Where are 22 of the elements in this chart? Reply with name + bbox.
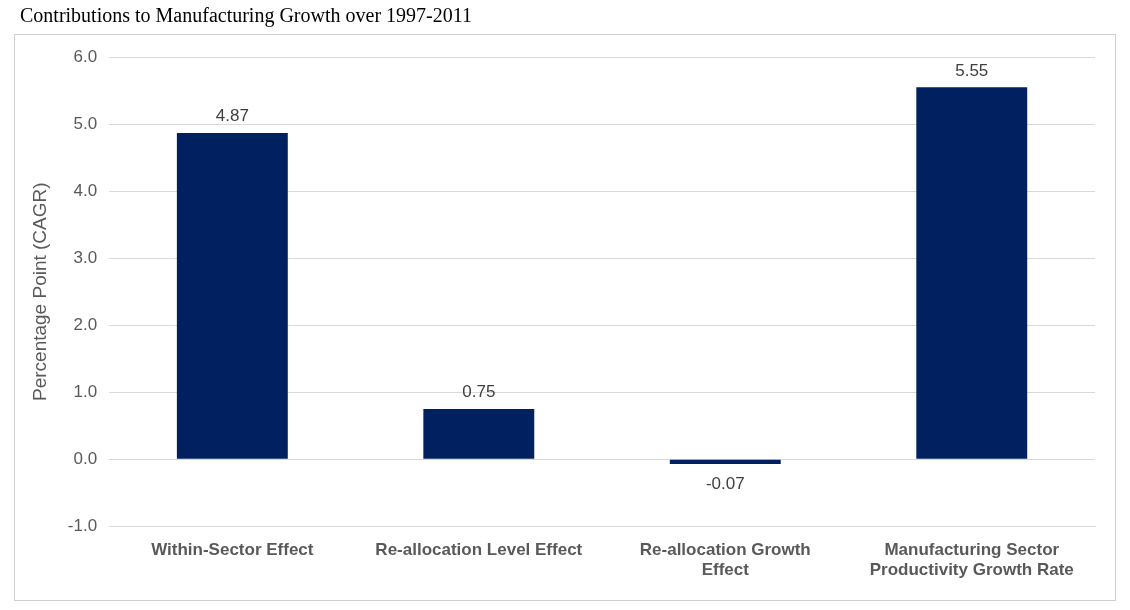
y-tick-label: 6.0 [73,46,98,66]
x-tick-label: Re-allocation Level Effect [375,540,583,560]
bar [916,87,1028,459]
y-tick-label: 0.0 [73,448,98,468]
data-label: 0.75 [462,382,496,402]
data-label: -0.07 [705,474,745,494]
x-tick-label: Within-Sector Effect [151,540,314,560]
y-axis-title: Percentage Point (CAGR) [28,182,50,401]
data-label: 5.55 [955,60,989,80]
y-tick-label: 1.0 [73,381,98,401]
x-tick-label: Re-allocation Growth Effect [639,540,811,580]
y-tick-label: 2.0 [73,314,98,334]
chart-title: Contributions to Manufacturing Growth over 1997-2011 [19,3,473,29]
x-tick-label: Manufacturing Sector Productivity Growth Rate [869,540,1074,580]
data-label: 4.87 [215,106,249,126]
y-tick-label: 4.0 [73,180,98,200]
bar [669,459,781,464]
y-tick-label: -1.0 [67,515,98,535]
bar [423,408,535,459]
y-tick-label: 3.0 [73,247,98,267]
y-tick-label: 5.0 [73,113,98,133]
bar [176,132,288,459]
